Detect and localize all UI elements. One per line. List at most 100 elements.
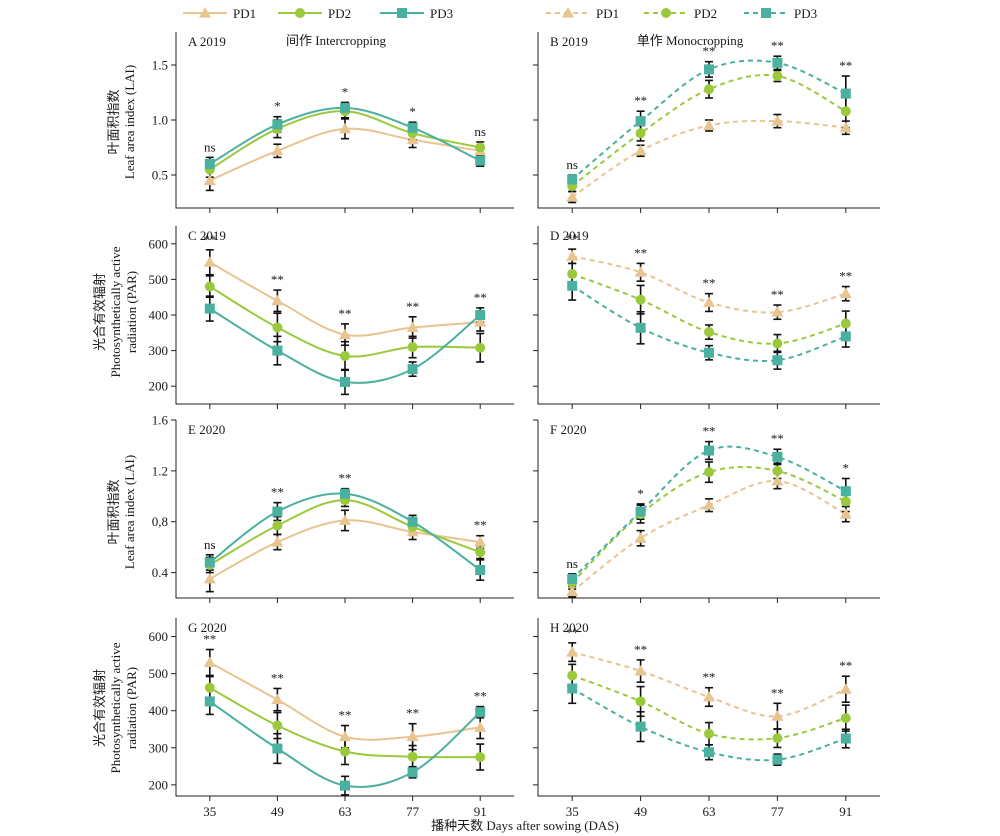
- data-point-pd1: [839, 508, 852, 519]
- series-line-pd2: [571, 466, 847, 584]
- axis: [175, 32, 514, 209]
- y-tick-label: 1.0: [152, 113, 168, 128]
- data-point-pd1: [634, 144, 647, 156]
- header-monocropping: 单作 Monocropping: [637, 33, 744, 48]
- data-point-pd1: [271, 693, 284, 705]
- y-axis-label: 光合有效辐射: [92, 273, 107, 351]
- panel-a: 0.5 1.0 1.5 A 2019 ns * * * ns: [152, 32, 514, 213]
- legend-label-pd2-inter: PD2: [328, 6, 351, 21]
- panel-label: A 2019: [188, 34, 226, 49]
- axis: [175, 226, 514, 405]
- y-tick-label: 1.6: [152, 413, 169, 428]
- data-point-pd1: [703, 296, 715, 308]
- significance-label: *: [409, 104, 416, 119]
- significance-label: **: [271, 485, 284, 500]
- data-point-pd3: [407, 516, 418, 527]
- x-tick-label: 63: [339, 804, 352, 819]
- axis: [537, 420, 880, 599]
- x-tick-label: 35: [566, 804, 579, 819]
- y-axis-label: Photosynthetically active: [108, 246, 123, 377]
- data-point-pd3: [407, 364, 418, 375]
- significance-label: *: [342, 84, 349, 99]
- data-point-pd2: [704, 728, 714, 739]
- panel-e: 0.4 0,8 1.2 1.6 E 2020 ns ** ** **: [152, 413, 514, 603]
- significance-label: **: [703, 276, 716, 291]
- data-point-pd1: [771, 306, 784, 317]
- data-point-pd2: [340, 746, 350, 757]
- data-point-pd1: [839, 287, 852, 299]
- x-tick-label: 63: [703, 804, 716, 819]
- panel-label: F 2020: [550, 422, 586, 437]
- y-tick-label: 1.2: [152, 463, 168, 478]
- y-tick-label: 400: [149, 308, 169, 323]
- legend-marker-pd1: [199, 7, 211, 18]
- data-point-pd1: [566, 646, 579, 657]
- y-axis-label: Leaf area index (LAI): [122, 65, 137, 179]
- data-point-pd3: [204, 159, 215, 169]
- significance-label: *: [843, 460, 850, 475]
- x-tick-label: 49: [634, 804, 647, 819]
- data-point-pd3: [475, 565, 486, 576]
- data-point-pd3: [567, 683, 578, 694]
- data-point-pd3: [204, 696, 215, 707]
- panel-b: B 2019 ns ** ** ** **: [533, 32, 880, 213]
- panel-label: C 2019: [188, 228, 226, 243]
- data-point-pd3: [704, 445, 714, 456]
- data-point-pd1: [474, 721, 487, 732]
- y-tick-label: 600: [149, 236, 169, 251]
- significance-label: **: [339, 306, 352, 321]
- data-point-pd2: [772, 733, 783, 744]
- data-point-pd1: [703, 690, 715, 702]
- significance-label: **: [771, 287, 784, 302]
- legend-label-pd1-mono: PD1: [596, 6, 619, 21]
- y-tick-label: 500: [149, 272, 169, 287]
- y-tick-label: 0.5: [152, 168, 168, 183]
- legend: PD1 PD2 PD3 PD1 PD2 PD3: [183, 6, 817, 21]
- panel-label: H 2020: [550, 620, 589, 635]
- y-axis-label: radiation (PAR): [124, 667, 139, 749]
- data-point-pd3: [772, 57, 783, 68]
- data-point-pd1: [566, 585, 579, 597]
- data-point-pd1: [634, 665, 647, 676]
- significance-label: **: [339, 471, 352, 486]
- data-point-pd2: [635, 294, 646, 305]
- significance-label: ns: [566, 157, 578, 172]
- significance-label: **: [203, 632, 216, 647]
- data-point-pd3: [272, 743, 283, 754]
- significance-label: ns: [474, 124, 486, 139]
- data-point-pd3: [635, 116, 646, 127]
- data-point-pd2: [272, 322, 283, 333]
- data-point-pd1: [203, 174, 216, 185]
- x-tick-label: 77: [406, 804, 420, 819]
- data-point-pd2: [272, 520, 283, 531]
- data-point-pd3: [704, 747, 714, 758]
- legend-marker-pd1: [562, 7, 574, 18]
- significance-label: **: [566, 625, 579, 640]
- data-point-pd1: [839, 683, 852, 694]
- significance-label: **: [703, 424, 716, 439]
- significance-label: **: [634, 245, 647, 260]
- data-point-pd2: [204, 281, 215, 292]
- axis: [537, 32, 880, 209]
- y-tick-label: 0.4: [152, 565, 169, 580]
- legend-label-pd3-mono: PD3: [794, 6, 817, 21]
- legend-marker-pd3: [761, 8, 771, 18]
- data-point-pd1: [271, 294, 284, 306]
- panel-label: B 2019: [550, 34, 588, 49]
- data-point-pd2: [840, 496, 851, 507]
- y-tick-label: 500: [149, 666, 169, 681]
- y-tick-label: 0,8: [152, 514, 168, 529]
- y-axis-label: 叶面积指数: [106, 89, 121, 154]
- x-tick-label: 49: [271, 804, 284, 819]
- data-point-pd3: [567, 573, 578, 584]
- data-point-pd3: [475, 707, 486, 718]
- series-line-pd3: [571, 445, 847, 580]
- significance-label: **: [634, 93, 647, 108]
- significance-label: ns: [204, 537, 216, 552]
- y-axis-label: 光合有效辐射: [92, 669, 107, 747]
- significance-label: **: [839, 58, 852, 73]
- significance-label: **: [271, 670, 284, 685]
- data-point-pd3: [772, 451, 783, 462]
- data-point-pd3: [840, 733, 851, 744]
